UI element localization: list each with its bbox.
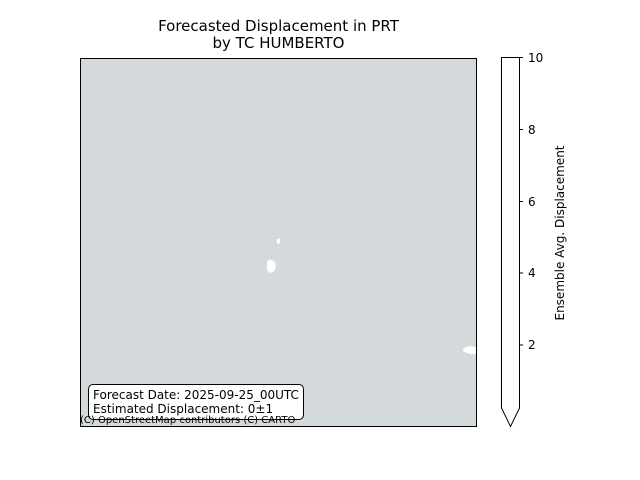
forecast-date-text: Forecast Date: 2025-09-25_00UTC <box>93 388 299 402</box>
colorbar-tick-label: 10 <box>528 51 544 65</box>
map-canvas <box>81 59 476 426</box>
colorbar-tick-label: 4 <box>528 266 536 280</box>
island-small <box>276 238 281 244</box>
map-attribution: (C) OpenStreetMap contributors (C) CARTO <box>80 415 296 426</box>
map-panel[interactable] <box>80 58 477 427</box>
map-title-line-1: Forecasted Displacement in PRT <box>158 17 399 35</box>
colorbar-title: Ensemble Avg. Displacement <box>553 145 567 321</box>
island-east <box>463 346 476 355</box>
map-title-line-2: by TC HUMBERTO <box>212 34 345 52</box>
colorbar-tick-label: 8 <box>528 123 536 137</box>
estimated-displacement-text: Estimated Displacement: 0±1 <box>93 402 274 416</box>
colorbar <box>501 57 523 428</box>
island-main <box>266 259 276 273</box>
forecast-info-box: Forecast Date: 2025-09-25_00UTC Estimate… <box>88 384 304 420</box>
colorbar-tick-label: 6 <box>528 195 536 209</box>
colorbar-tick-label: 2 <box>528 338 536 352</box>
colorbar-bar <box>501 57 520 428</box>
